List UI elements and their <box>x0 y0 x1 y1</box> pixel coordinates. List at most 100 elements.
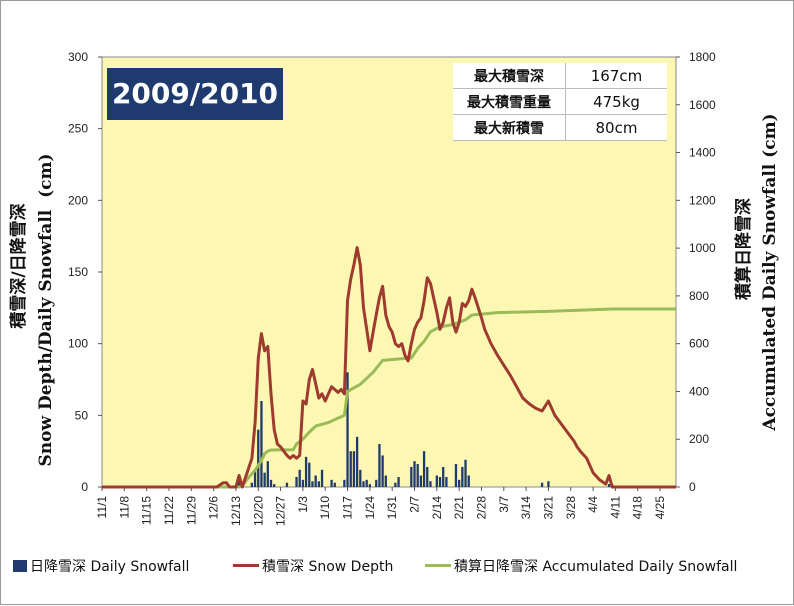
stat-label: 最大積雪深 <box>453 63 566 89</box>
daily-snowfall-bar <box>410 466 413 487</box>
y-right-tick-label: 200 <box>689 432 709 446</box>
x-tick-label: 4/18 <box>631 496 645 520</box>
legend-bar-swatch <box>13 560 27 572</box>
daily-snowfall-bar <box>285 482 289 487</box>
daily-snowfall-bar <box>381 455 384 487</box>
stats-table: 最大積雪深 167cm 最大積雪重量 475kg 最大新積雪 80cm <box>453 63 667 141</box>
y-left-tick-label: 200 <box>68 193 88 207</box>
daily-snowfall-bar <box>413 461 416 487</box>
stat-value: 80cm <box>565 114 667 141</box>
x-tick-label: 11/1 <box>95 496 109 519</box>
daily-snowfall-bar <box>419 475 423 487</box>
x-tick-label: 4/4 <box>586 496 600 513</box>
stat-value: 475kg <box>565 88 667 115</box>
daily-snowfall-bar <box>435 475 438 487</box>
x-tick-label: 4/25 <box>653 496 667 520</box>
daily-snowfall-bar <box>349 451 352 487</box>
daily-snowfall-bar <box>320 469 324 487</box>
y-left-tick-label: 100 <box>68 337 88 351</box>
daily-snowfall-bar <box>359 469 362 487</box>
x-tick-label: 12/20 <box>251 496 265 526</box>
daily-snowfall-bar <box>445 476 448 487</box>
x-tick-label: 2/21 <box>452 496 466 520</box>
daily-snowfall-bar <box>266 461 269 487</box>
x-tick-label: 1/10 <box>318 496 332 520</box>
x-tick-label: 12/27 <box>274 496 288 526</box>
x-tick-label: 3/14 <box>519 496 533 520</box>
legend-line-swatch <box>425 564 451 567</box>
x-tick-label: 11/8 <box>117 496 131 519</box>
daily-snowfall-bar <box>461 466 464 487</box>
y-left-tick-label: 150 <box>68 265 88 279</box>
daily-snowfall-bar <box>464 459 467 487</box>
daily-snowfall-bar <box>397 476 400 487</box>
left-axis-title-en: Snow Depth/Daily Snowfall (cm) <box>36 154 56 467</box>
y-right-tick-label: 1400 <box>689 146 716 160</box>
x-tick-label: 12/6 <box>207 496 221 520</box>
daily-snowfall-bar <box>257 429 260 487</box>
legend-label: 積雪深 Snow Depth <box>262 559 394 575</box>
legend-label: 積算日降雪深 Accumulated Daily Snowfall <box>454 559 738 575</box>
x-tick-label: 2/28 <box>474 496 488 520</box>
daily-snowfall-bar <box>429 481 432 487</box>
stat-label: 最大積雪重量 <box>453 88 566 115</box>
stat-value: 167cm <box>565 63 667 89</box>
x-tick-label: 1/17 <box>341 496 355 520</box>
daily-snowfall-bar <box>308 462 311 487</box>
legend-line-swatch <box>233 564 259 567</box>
x-tick-label: 1/31 <box>385 496 399 520</box>
accumulated-snowfall-line <box>102 307 676 489</box>
daily-snowfall-bar <box>253 469 257 487</box>
x-tick-label: 1/24 <box>363 496 377 520</box>
daily-snowfall-bar <box>273 484 276 487</box>
season-label: 2009/2010 <box>107 68 283 120</box>
daily-snowfall-bar <box>365 479 368 487</box>
stat-label: 最大新積雪 <box>453 114 566 141</box>
x-tick-label: 1/3 <box>296 496 310 513</box>
daily-snowfall-bar <box>333 482 336 487</box>
snow-depth-line <box>102 246 676 489</box>
daily-snowfall-bar <box>416 464 419 487</box>
daily-snowfall-bar <box>467 475 470 487</box>
stats-row: 最大積雪重量 475kg <box>453 88 667 115</box>
daily-snowfall-bar <box>330 479 333 487</box>
daily-snowfall-bar <box>442 466 445 487</box>
daily-snowfall-bar <box>355 436 359 487</box>
daily-snowfall-bar <box>298 469 301 487</box>
legend-item-daily-snowfall: 日降雪深 Daily Snowfall <box>13 556 189 576</box>
daily-snowfall-bar <box>394 482 397 487</box>
daily-snowfall-bar <box>368 484 372 487</box>
daily-snowfall-bar <box>426 466 429 487</box>
y-right-tick-label: 800 <box>689 289 709 303</box>
daily-snowfall-bar <box>269 479 273 487</box>
x-tick-label: 3/21 <box>541 496 555 520</box>
y-right-tick-label: 1000 <box>689 241 716 255</box>
daily-snowfall-bar <box>454 464 458 487</box>
x-tick-label: 3/7 <box>497 496 511 513</box>
stats-row: 最大積雪深 167cm <box>453 63 667 89</box>
daily-snowfall-bar <box>250 482 254 487</box>
daily-snowfall-bar <box>317 481 320 487</box>
y-right-tick-label: 0 <box>689 480 696 494</box>
legend: 日降雪深 Daily Snowfall 積雪深 Snow Depth 積算日降雪… <box>1 554 794 576</box>
daily-snowfall-bar <box>362 481 365 487</box>
x-tick-label: 2/14 <box>430 496 444 520</box>
daily-snowfall-bar <box>378 444 381 487</box>
legend-item-snow-depth: 積雪深 Snow Depth <box>233 556 393 576</box>
y-left-tick-label: 0 <box>81 480 88 494</box>
daily-snowfall-bar <box>346 372 349 487</box>
daily-snowfall-bar <box>314 475 317 487</box>
daily-snowfall-bar <box>237 475 241 487</box>
daily-snowfall-bar <box>304 456 308 487</box>
daily-snowfall-bar <box>422 451 426 487</box>
daily-snowfall-bar <box>375 479 378 487</box>
daily-snowfall-bar <box>540 482 544 487</box>
y-left-tick-label: 50 <box>75 408 89 422</box>
daily-snowfall-bar <box>352 451 356 487</box>
y-left-tick-label: 300 <box>68 50 88 64</box>
x-tick-label: 12/13 <box>229 496 243 526</box>
daily-snowfall-bar <box>301 479 305 487</box>
x-tick-label: 2/7 <box>408 496 422 513</box>
daily-snowfall-bar <box>295 476 298 487</box>
